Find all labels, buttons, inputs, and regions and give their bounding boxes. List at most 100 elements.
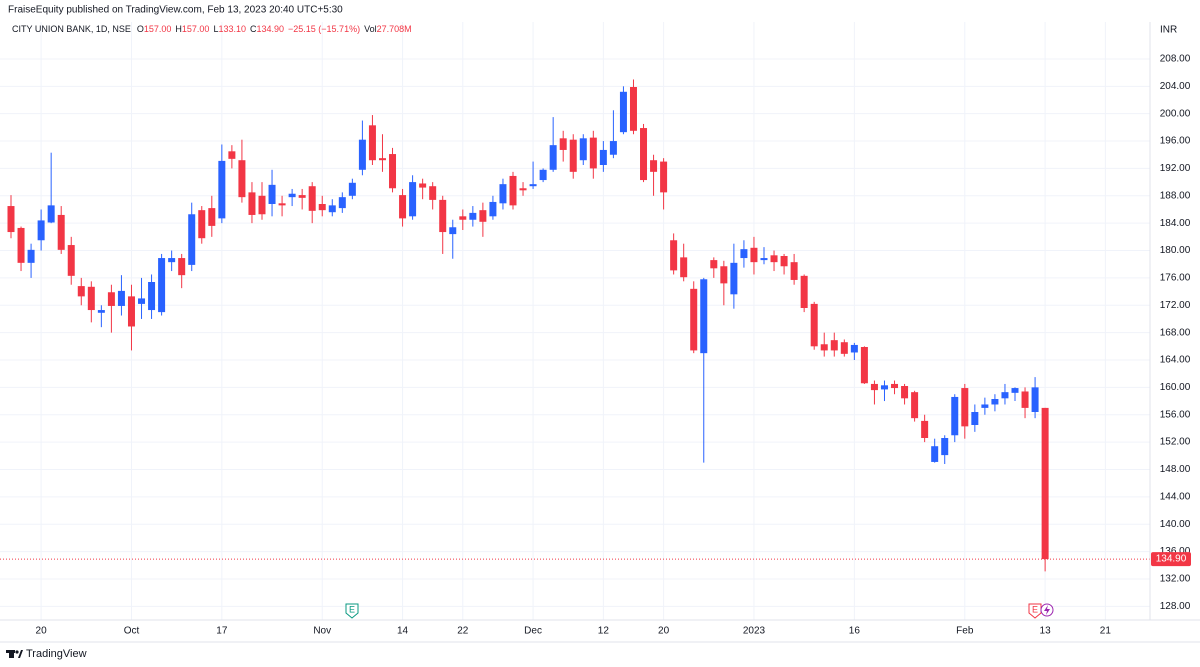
y-tick-label: 132.00	[1160, 574, 1191, 585]
candle-body	[188, 214, 196, 265]
candle-body	[971, 412, 979, 425]
candle-body	[1031, 387, 1039, 412]
candle-body	[499, 184, 507, 204]
candle-body	[680, 257, 688, 278]
volume-value: 27.708M	[377, 24, 412, 34]
x-tick-label: 20	[658, 626, 670, 637]
candle-body	[830, 340, 838, 351]
currency-label: INR	[1160, 25, 1177, 36]
candle-body	[318, 204, 326, 211]
candle-body	[961, 388, 969, 427]
candle-body	[850, 344, 858, 353]
footer-brand: TradingView	[26, 648, 87, 660]
candle-body	[870, 383, 878, 391]
candle-body	[840, 342, 848, 354]
candle-body	[97, 310, 105, 313]
x-tick-label: Dec	[524, 626, 542, 637]
candle-body	[469, 212, 477, 220]
candle-body	[549, 145, 557, 170]
candle-body	[800, 275, 808, 308]
x-tick-label: 13	[1040, 626, 1052, 637]
y-tick-label: 180.00	[1160, 245, 1191, 256]
candle-body	[589, 137, 597, 169]
candle-body	[298, 195, 306, 198]
publisher-line: FraiseEquity published on TradingView.co…	[8, 5, 343, 16]
footer-logo	[6, 650, 23, 658]
candle-body	[268, 184, 276, 204]
y-tick-label: 176.00	[1160, 273, 1191, 284]
candle-body	[47, 205, 55, 223]
candle-body	[107, 292, 115, 306]
candle-body	[1001, 392, 1009, 399]
candle-body	[790, 262, 798, 280]
candle-body	[690, 288, 698, 351]
y-tick-label: 188.00	[1160, 190, 1191, 201]
y-tick-label: 204.00	[1160, 81, 1191, 92]
candle-body	[529, 184, 537, 187]
candle-body	[539, 169, 547, 181]
candle-body	[148, 282, 156, 311]
change-label: −25.15 (−15.71%)	[288, 24, 360, 34]
candle-body	[127, 296, 135, 327]
y-tick-label: 208.00	[1160, 54, 1191, 65]
candle-body	[750, 247, 758, 263]
candle-body	[700, 279, 708, 354]
x-tick-label: 14	[397, 626, 409, 637]
y-tick-label: 128.00	[1160, 601, 1191, 612]
y-tick-label: 144.00	[1160, 491, 1191, 502]
candle-body	[730, 262, 738, 295]
candle-body	[389, 154, 397, 189]
y-tick-label: 156.00	[1160, 409, 1191, 420]
candle-body	[158, 258, 166, 313]
x-tick-label: 21	[1100, 626, 1112, 637]
candle-body	[579, 138, 587, 161]
x-tick-label: Feb	[956, 626, 974, 637]
candle-body	[901, 386, 909, 399]
ohlc-key: O	[137, 24, 144, 34]
candle-body	[599, 149, 607, 165]
candle-body	[37, 220, 45, 241]
candle-body	[569, 139, 577, 172]
candle-body	[178, 258, 186, 276]
ohlc-value: 157.00	[144, 24, 172, 34]
candle-body	[991, 399, 999, 405]
candle-body	[258, 195, 266, 215]
event-marker	[1028, 603, 1042, 619]
candle-body	[218, 160, 226, 219]
candle-body	[981, 404, 989, 408]
candle-body	[951, 396, 959, 436]
candle-body	[720, 266, 728, 284]
candle-body	[931, 446, 939, 462]
candle-body	[57, 214, 65, 250]
y-tick-label: 160.00	[1160, 382, 1191, 393]
x-tick-label: 2023	[743, 626, 766, 637]
x-tick-label: Nov	[313, 626, 331, 637]
candle-body	[489, 201, 497, 217]
x-tick-label: 17	[216, 626, 228, 637]
candle-body	[378, 158, 386, 161]
last-price-box	[1151, 552, 1191, 567]
x-tick-label: Oct	[124, 626, 140, 637]
candle-body	[559, 138, 567, 150]
ohlc-value: 133.10	[218, 24, 246, 34]
candle-body	[17, 227, 25, 263]
candle-body	[660, 161, 668, 193]
volume-key: Vol	[364, 24, 377, 34]
candle-body	[449, 227, 457, 235]
candle-body	[911, 392, 919, 419]
candle-body	[208, 208, 216, 226]
candle-body	[650, 160, 658, 172]
dividend-icon	[1044, 605, 1050, 615]
last-price-label: 134.90	[1156, 554, 1187, 565]
candle-body	[640, 128, 648, 181]
y-tick-label: 196.00	[1160, 136, 1191, 147]
candle-body	[459, 216, 467, 220]
candle-body	[7, 206, 15, 233]
y-tick-label: 200.00	[1160, 108, 1191, 119]
x-tick-label: 20	[36, 626, 48, 637]
y-tick-label: 168.00	[1160, 327, 1191, 338]
y-tick-label: 140.00	[1160, 519, 1191, 530]
candle-body	[519, 188, 527, 191]
candle-body	[921, 420, 929, 438]
